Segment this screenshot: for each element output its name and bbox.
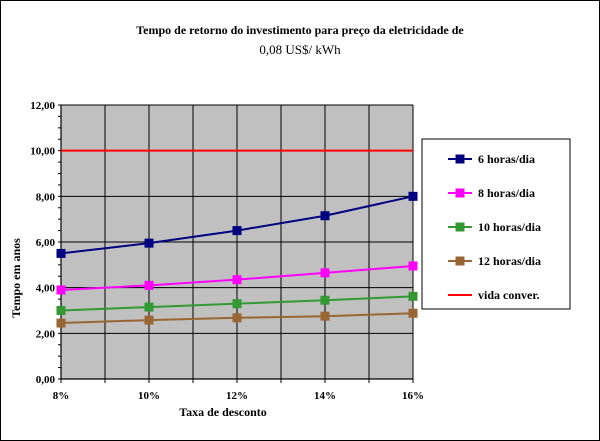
legend-label: 6 horas/dia (478, 152, 535, 166)
data-point (320, 211, 330, 221)
legend-label: vida conver. (478, 288, 540, 302)
y-tick-label: 8,00 (36, 191, 56, 203)
x-tick-label: 14% (314, 390, 336, 402)
y-tick-label: 6,00 (36, 237, 56, 249)
data-point (56, 248, 66, 258)
legend-box (421, 138, 571, 310)
chart-title: Tempo de retorno do investimento para pr… (60, 20, 540, 60)
data-point (56, 285, 66, 295)
y-axis-label: Tempo em anos (9, 238, 23, 318)
data-point (408, 261, 418, 271)
data-point (144, 302, 154, 312)
series-group (56, 149, 418, 328)
legend-label: 8 horas/dia (478, 186, 535, 200)
data-point (232, 275, 242, 285)
y-tick-label: 12,00 (30, 100, 55, 112)
x-tick-label: 16% (402, 390, 424, 402)
data-point (232, 226, 242, 236)
chart-title-line2: 0,08 US$/ kWh (259, 42, 341, 57)
data-point (320, 268, 330, 278)
x-tick-label: 8% (53, 390, 70, 402)
data-point (232, 313, 242, 323)
chart-title-line1: Tempo de retorno do investimento para pr… (136, 23, 464, 37)
y-tick-label: 0,00 (36, 374, 56, 386)
legend-label: 12 horas/dia (478, 254, 541, 268)
x-tick-label: 12% (226, 390, 248, 402)
data-point (320, 311, 330, 321)
data-point (320, 295, 330, 305)
data-point (56, 318, 66, 328)
y-tick-label: 4,00 (36, 283, 56, 295)
y-axis-ticks: 0,00 2,00 4,00 6,00 8,00 10,00 12,00 (30, 100, 55, 386)
data-point (144, 315, 154, 325)
y-tick-label: 2,00 (36, 328, 56, 340)
data-point (408, 308, 418, 318)
data-point (232, 299, 242, 309)
legend: 6 horas/dia 8 horas/dia 10 horas/dia 12 hor… (448, 152, 541, 302)
data-point (408, 291, 418, 301)
x-tick-label: 10% (138, 390, 160, 402)
legend-label: 10 horas/dia (478, 220, 541, 234)
data-point (408, 191, 418, 201)
data-point (144, 280, 154, 290)
legend-marker (455, 222, 465, 232)
x-axis-ticks: 8% 10% 12% 14% 16% (53, 390, 424, 402)
legend-marker (455, 188, 465, 198)
legend-marker (455, 256, 465, 266)
legend-marker (455, 154, 465, 164)
y-tick-label: 10,00 (30, 146, 55, 158)
x-axis-label: Taxa de desconto (179, 405, 267, 419)
data-point (56, 306, 66, 315)
data-point (144, 238, 154, 248)
